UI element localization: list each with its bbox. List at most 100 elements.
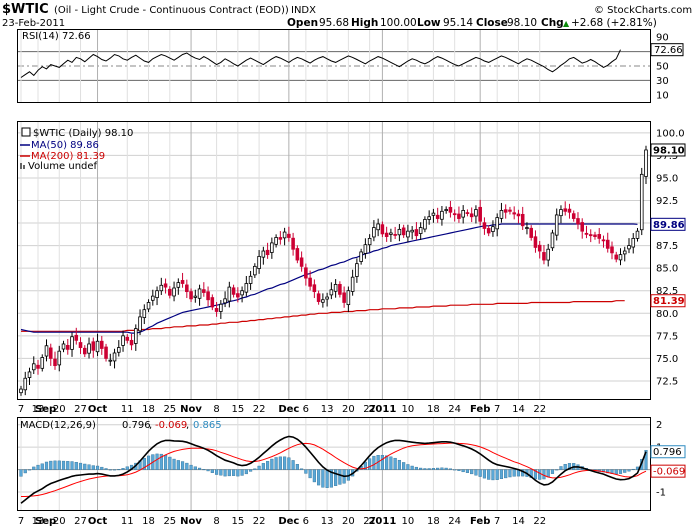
candle-body — [223, 298, 227, 304]
macd-grid — [18, 418, 650, 510]
candle-body — [70, 336, 74, 350]
candle-body — [185, 284, 189, 293]
x-tick-label: 8 — [213, 404, 219, 415]
candle-body — [635, 230, 640, 239]
histogram-bar — [427, 468, 431, 470]
x-tick-label: 7 — [494, 404, 500, 415]
candle-body — [27, 371, 32, 378]
candle-body — [418, 227, 423, 234]
x-tick-label: Oct — [88, 516, 107, 527]
price-panel-frame — [17, 121, 651, 400]
volume-legend-label: Volume undef — [28, 161, 98, 172]
candle-body — [465, 212, 470, 214]
histogram-bar — [436, 467, 440, 470]
candle-body — [31, 363, 36, 371]
candle-body — [588, 234, 593, 237]
price-tick-label: 100.0 — [656, 128, 685, 139]
candle-body — [142, 309, 147, 319]
candle-body — [180, 280, 185, 284]
histogram-bar — [329, 469, 333, 488]
candle-body — [529, 227, 533, 238]
candle-body — [134, 328, 138, 344]
x-tick-label: 20 — [342, 516, 355, 527]
close-value: 98.10 — [507, 17, 537, 29]
histogram-bar — [74, 462, 78, 470]
price-legend-swatch — [21, 127, 31, 137]
price-tick-label: 87.5 — [656, 241, 678, 252]
x-tick-label: 13 — [321, 516, 334, 527]
x-tick-label: 2011 — [368, 404, 396, 415]
histogram-bar — [402, 462, 406, 470]
candle-body — [444, 209, 448, 212]
histogram-bar — [542, 469, 546, 480]
x-tick-label: 18 — [142, 404, 155, 415]
candle-body — [316, 293, 321, 302]
candle-body — [584, 232, 589, 235]
candle-body — [644, 149, 648, 177]
candle-body — [363, 244, 368, 254]
candle-body — [57, 350, 62, 366]
price-tick-label: 82.5 — [656, 286, 678, 297]
candle-body — [593, 234, 597, 237]
candle-body — [248, 275, 253, 284]
candle-body — [512, 212, 516, 215]
x-tick-label: 14 — [512, 404, 525, 415]
histogram-bar — [627, 469, 631, 472]
high-label: High — [351, 17, 378, 29]
histogram-bar — [100, 466, 104, 470]
histogram-bar — [414, 466, 418, 470]
histogram-bar — [317, 469, 321, 486]
histogram-bar — [623, 469, 627, 473]
candle-body — [329, 289, 334, 296]
histogram-legend-value: 0.865 — [193, 420, 222, 431]
price-tick-label: 85.0 — [656, 264, 678, 275]
macd-tick-label: -1 — [656, 488, 666, 499]
histogram-bar — [385, 455, 389, 470]
candle-body — [193, 295, 198, 298]
candle-body — [95, 340, 100, 353]
y-axis-labels: 907050301072.66100.097.595.092.590.087.5… — [650, 33, 686, 499]
candle-body — [202, 289, 206, 293]
x-tick-label: 6 — [303, 516, 309, 527]
candle-body — [452, 213, 457, 216]
x-tick-label: 25 — [163, 404, 176, 415]
candle-body — [291, 237, 295, 250]
histogram-bar — [163, 455, 168, 470]
candle-body — [605, 239, 610, 249]
histogram-bar — [19, 469, 23, 477]
x-tick-label: 27 — [363, 516, 376, 527]
candle-body — [537, 244, 542, 252]
x-tick-label: 10 — [402, 404, 415, 415]
histogram-bar — [146, 455, 151, 470]
histogram-bar — [49, 460, 53, 470]
histogram-bar — [465, 469, 470, 473]
x-tick-label-sep: Sep — [35, 404, 56, 415]
candle-body — [342, 292, 346, 303]
candle-body — [639, 173, 644, 231]
chart-date: 23-Feb-2011 — [2, 18, 65, 29]
histogram-bar — [372, 455, 376, 470]
histogram-bar — [393, 457, 397, 470]
candle-body — [546, 248, 550, 261]
candle-body — [520, 213, 525, 227]
histogram-bar — [274, 457, 278, 470]
candle-body — [559, 209, 563, 217]
rsi-value-box — [650, 43, 684, 57]
chg-up-arrow-icon: ▲ — [563, 19, 570, 28]
candle-body — [282, 231, 287, 239]
candle-body — [121, 335, 125, 346]
candle-body — [393, 234, 397, 236]
histogram-bar — [410, 465, 414, 470]
histogram-bar — [291, 460, 295, 470]
rsi-value-text: 72.66 — [654, 45, 683, 56]
x-tick-label: Feb — [470, 404, 490, 415]
x-tick-label: 22 — [253, 404, 266, 415]
candle-body — [129, 339, 134, 346]
ma50-line — [20, 223, 638, 334]
histogram-bar — [78, 462, 83, 470]
histogram-bar — [631, 468, 635, 470]
candle-body — [469, 213, 474, 218]
x-tick-label: 10 — [402, 516, 415, 527]
x-tick-label: 2011 — [368, 516, 396, 527]
